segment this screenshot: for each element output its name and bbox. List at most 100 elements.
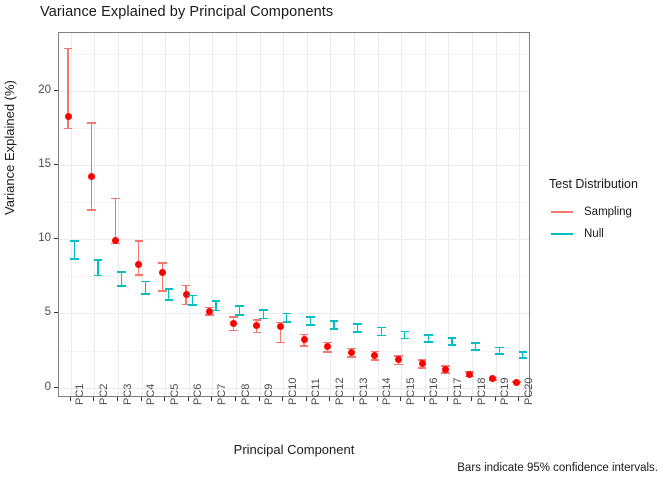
y-tick-mark (54, 386, 58, 388)
data-point (135, 261, 143, 268)
errorbar (235, 305, 244, 316)
errorbar-cap-lower (70, 258, 79, 260)
errorbar-cap-upper (424, 334, 433, 336)
errorbar (63, 47, 73, 130)
gridline-minor-y (59, 128, 529, 129)
x-tick-mark (93, 397, 95, 401)
errorbar (376, 326, 386, 337)
gridline-major-y (59, 239, 529, 241)
x-tick-label-pc13: PC13 (357, 377, 370, 405)
errorbar-cap-lower (353, 331, 362, 333)
plot-panel (58, 32, 530, 397)
y-tick-mark (54, 164, 58, 166)
x-tick-mark (211, 397, 213, 401)
errorbar (329, 320, 339, 330)
data-point (465, 370, 473, 378)
x-tick-mark (376, 397, 378, 401)
errorbar-cap-upper (323, 341, 332, 344)
errorbar-cap-upper (110, 197, 120, 200)
x-tick-mark (494, 397, 496, 401)
data-point (276, 323, 284, 331)
errorbar-cap-upper (181, 284, 191, 287)
errorbar (276, 321, 285, 344)
data-point (206, 308, 214, 316)
errorbar-cap-upper (252, 319, 262, 321)
gridline-major-x (377, 33, 379, 396)
errorbar-cap-upper (140, 280, 150, 283)
errorbar-cap-upper (346, 347, 356, 350)
data-point (158, 269, 166, 277)
errorbar-cap-lower (494, 353, 504, 355)
gridline-major-x (401, 33, 403, 396)
x-tick-mark (282, 397, 284, 401)
errorbar (447, 337, 457, 347)
errorbar-cap-lower (518, 357, 528, 359)
y-tick-label: 20 (38, 83, 51, 96)
errorbar-cap-upper (211, 300, 221, 302)
legend-swatch-icon (549, 204, 575, 221)
gridline-major-x (236, 33, 237, 396)
errorbar-cap-lower (252, 331, 262, 334)
legend-label: Sampling (584, 206, 632, 218)
data-point (324, 342, 332, 350)
errorbar-cap-lower (441, 371, 450, 374)
errorbar-cap-lower (228, 329, 238, 332)
legend-item-null[interactable]: Null (549, 223, 669, 245)
errorbar (353, 323, 362, 333)
gridline-major-x (330, 33, 332, 396)
x-tick-label-pc18: PC18 (475, 377, 488, 405)
x-tick-mark (423, 397, 425, 401)
gridline-major-x (424, 33, 426, 396)
x-tick-label-pc11: PC11 (310, 378, 323, 405)
legend-item-sampling[interactable]: Sampling (549, 201, 669, 223)
errorbar-cap-upper (134, 240, 144, 242)
errorbar-cap-lower (140, 293, 150, 295)
x-tick-label-pc10: PC10 (286, 377, 299, 405)
data-point (88, 172, 96, 180)
x-tick-mark (235, 397, 236, 401)
gridline-major-x (495, 33, 497, 396)
x-tick-mark (353, 397, 354, 401)
x-tick-label-pc12: PC12 (333, 377, 346, 405)
errorbar-cap-lower (181, 303, 191, 306)
gridline-minor-y (59, 350, 529, 352)
gridline-major-x (472, 33, 473, 396)
errorbar (140, 280, 150, 295)
data-point (253, 321, 261, 329)
errorbar-cap-upper (158, 262, 167, 264)
legend: Test Distribution Sampling Null (549, 177, 669, 245)
y-tick-mark (54, 238, 58, 240)
gridline-major-y (59, 90, 529, 92)
data-point (300, 335, 308, 343)
x-tick-label-pc5: PC5 (168, 383, 181, 405)
errorbar-cap-upper (235, 305, 244, 307)
errorbar-cap-upper (117, 271, 126, 273)
errorbar-cap-upper (228, 316, 238, 318)
data-point (347, 348, 355, 356)
errorbar-cap-lower (400, 337, 410, 340)
x-tick-label-pc1: PC1 (74, 383, 87, 405)
errorbar-cap-lower (117, 285, 126, 287)
errorbar-cap-upper (329, 320, 339, 322)
errorbar-cap-upper (370, 350, 380, 353)
errorbar-cap-upper (93, 259, 103, 261)
errorbar-cap-lower (424, 341, 433, 344)
data-point (489, 375, 497, 383)
x-tick-mark (69, 397, 71, 401)
gridline-major-x (448, 33, 450, 396)
y-axis-title: Variance Explained (%) (2, 80, 17, 215)
errorbar-cap-upper (70, 240, 79, 242)
errorbar (211, 300, 221, 312)
gridline-major-x (70, 33, 72, 396)
gridline-major-x (94, 33, 96, 396)
errorbar-cap-lower (323, 351, 332, 353)
errorbar (471, 342, 480, 351)
errorbar (70, 240, 79, 260)
x-axis-title: Principal Component (233, 442, 355, 457)
chart-caption: Bars indicate 95% confidence intervals. (457, 462, 658, 474)
errorbar-cap-lower (158, 290, 167, 292)
errorbar-cap-upper (518, 351, 528, 353)
y-tick-label: 5 (44, 306, 51, 319)
data-point (512, 378, 520, 386)
errorbar-cap-lower (306, 324, 315, 326)
